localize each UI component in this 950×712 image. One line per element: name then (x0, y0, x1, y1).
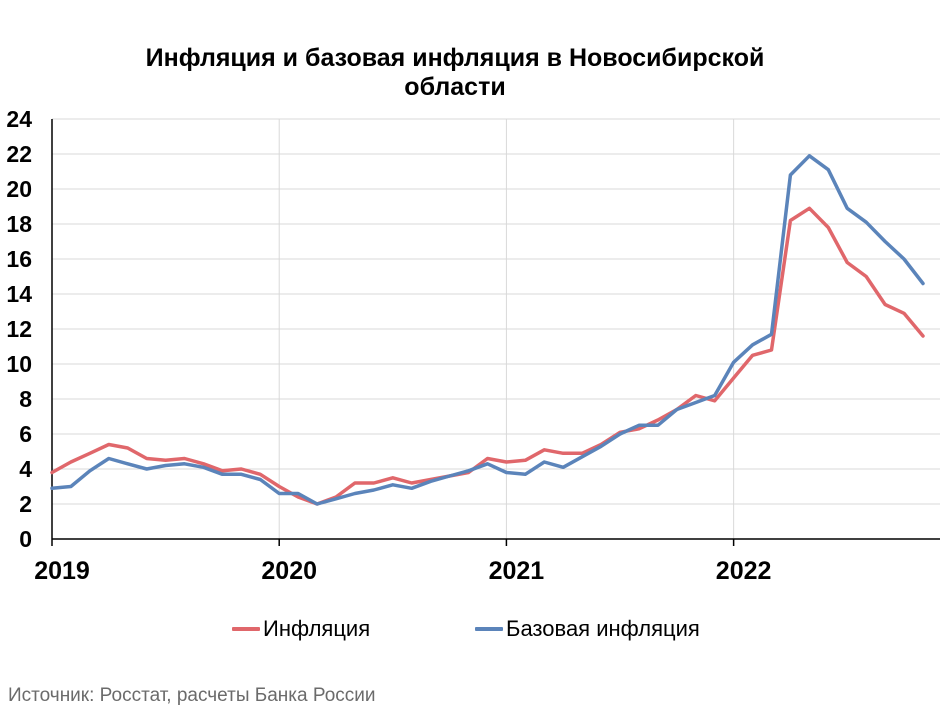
y-tick-label: 2 (19, 491, 32, 517)
series-lines (50, 154, 925, 506)
x-tick-label: 2021 (489, 557, 545, 585)
y-tick-label: 14 (6, 281, 32, 307)
y-tick-label: 10 (6, 351, 32, 377)
series-line-core-inflation (50, 154, 925, 506)
y-tick-label: 0 (19, 526, 32, 552)
y-tick-label: 8 (19, 386, 32, 412)
legend-swatch-core-inflation (475, 627, 503, 631)
legend-label-core-inflation: Базовая инфляция (506, 616, 700, 641)
series-line-inflation (50, 206, 925, 506)
y-tick-label: 18 (6, 211, 32, 237)
y-tick-label: 20 (6, 176, 32, 202)
y-tick-label: 6 (19, 421, 32, 447)
x-tick-label: 2020 (261, 557, 317, 585)
legend-item-core-inflation: Базовая инфляция (475, 616, 700, 642)
legend-swatch-inflation (232, 627, 260, 631)
legend-label-inflation: Инфляция (263, 616, 371, 641)
x-tick-labels: 2019 2020 2021 2022 (34, 557, 771, 585)
x-tick-label: 2022 (716, 557, 772, 585)
legend-item-inflation: Инфляция (232, 616, 370, 642)
y-tick-label: 4 (19, 456, 32, 482)
y-tick-label: 16 (6, 246, 32, 272)
source-note: Источник: Росстат, расчеты Банка России (8, 685, 376, 706)
y-tick-label: 22 (6, 141, 32, 167)
y-tick-label: 12 (6, 316, 32, 342)
grid-lines (51, 118, 940, 546)
y-tick-label: 24 (6, 106, 32, 132)
axes (51, 119, 940, 540)
x-tick-label: 2019 (34, 557, 90, 585)
chart-title: Инфляция и базовая инфляция в Новосибирс… (145, 44, 765, 101)
